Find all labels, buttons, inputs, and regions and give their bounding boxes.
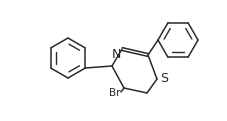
Text: Br: Br	[109, 88, 120, 98]
Text: S: S	[160, 72, 168, 86]
Text: N: N	[112, 48, 121, 61]
